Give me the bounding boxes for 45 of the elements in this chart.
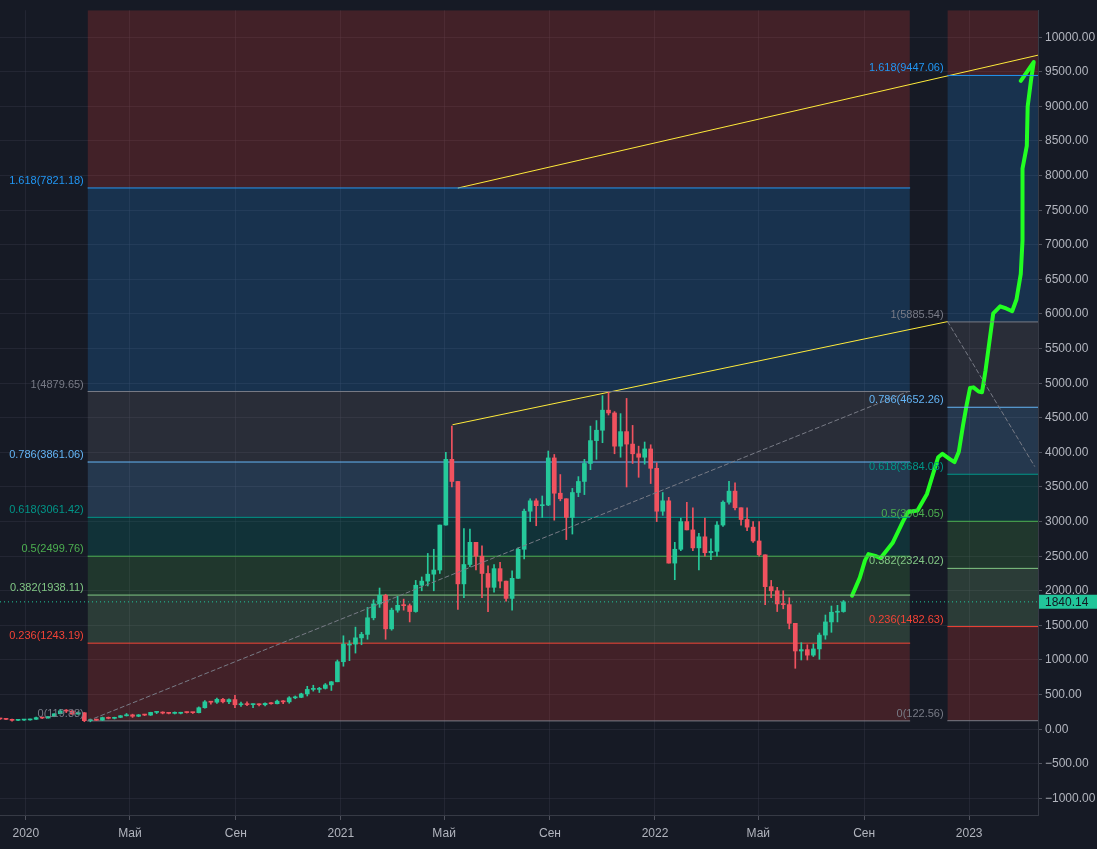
series-label: 0.236(1243.19) — [9, 629, 84, 642]
series-label: 0.382(1938.11) — [9, 581, 84, 594]
y-tick-label: 1000.00 — [1045, 652, 1089, 667]
x-tick-label: 2020 — [12, 825, 40, 840]
series-label: 1(5885.54) — [890, 307, 944, 320]
series-label: 0.5(2499.76) — [21, 542, 84, 555]
series-label: 1.618(7821.18) — [9, 173, 84, 186]
y-tick-label: 8000.00 — [1045, 167, 1089, 182]
series-label: 0(122.56) — [896, 706, 944, 719]
y-tick-label: 4000.00 — [1045, 444, 1089, 459]
y-tick-label: 4500.00 — [1045, 410, 1089, 425]
y-tick-label: 5500.00 — [1045, 340, 1089, 355]
y-tick-label: 6000.00 — [1045, 306, 1089, 321]
y-tick-label: 9500.00 — [1045, 64, 1089, 79]
x-tick-label: 2022 — [641, 825, 669, 840]
x-tick-label: 2023 — [955, 825, 983, 840]
series-label: 0.382(2324.02) — [869, 554, 944, 567]
y-tick-label: 8500.00 — [1045, 133, 1089, 148]
y-tick-label: 9000.00 — [1045, 98, 1089, 113]
x-tick-label: Сен — [539, 825, 561, 840]
series-label: 0.786(3861.06) — [9, 448, 84, 461]
x-tick-label: Сен — [224, 825, 247, 840]
y-tick-label: 7000.00 — [1045, 237, 1089, 252]
y-tick-label: 500.00 — [1045, 686, 1083, 701]
x-tick-label: 2021 — [327, 825, 355, 840]
series-label: 0.236(1482.63) — [869, 612, 944, 625]
series-label: 0.786(4652.26) — [869, 393, 944, 406]
x-tick-label: Май — [432, 825, 456, 840]
series-label: 0.618(3061.42) — [9, 503, 84, 516]
x-tick-label: Май — [746, 825, 771, 840]
series-label: 1(4879.65) — [30, 377, 84, 390]
x-tick-label: Май — [118, 825, 142, 840]
y-tick-label: 7500.00 — [1045, 202, 1089, 217]
x-tick-label: Сен — [853, 825, 876, 840]
y-tick-label: 1500.00 — [1045, 617, 1089, 632]
series-label: 1.618(9447.06) — [869, 61, 944, 74]
y-tick-label: 3000.00 — [1045, 513, 1089, 528]
y-tick-label: 3500.00 — [1045, 479, 1089, 494]
y-tick-label: −1000.00 — [1045, 790, 1096, 805]
y-tick-label: 2500.00 — [1045, 548, 1089, 563]
y-tick-label: 5000.00 — [1045, 375, 1089, 390]
y-tick-label: −500.00 — [1045, 756, 1090, 771]
y-tick-label: 10000.00 — [1045, 29, 1096, 44]
y-tick-label: 0.00 — [1045, 721, 1069, 736]
y-tick-label: 6500.00 — [1045, 271, 1089, 286]
